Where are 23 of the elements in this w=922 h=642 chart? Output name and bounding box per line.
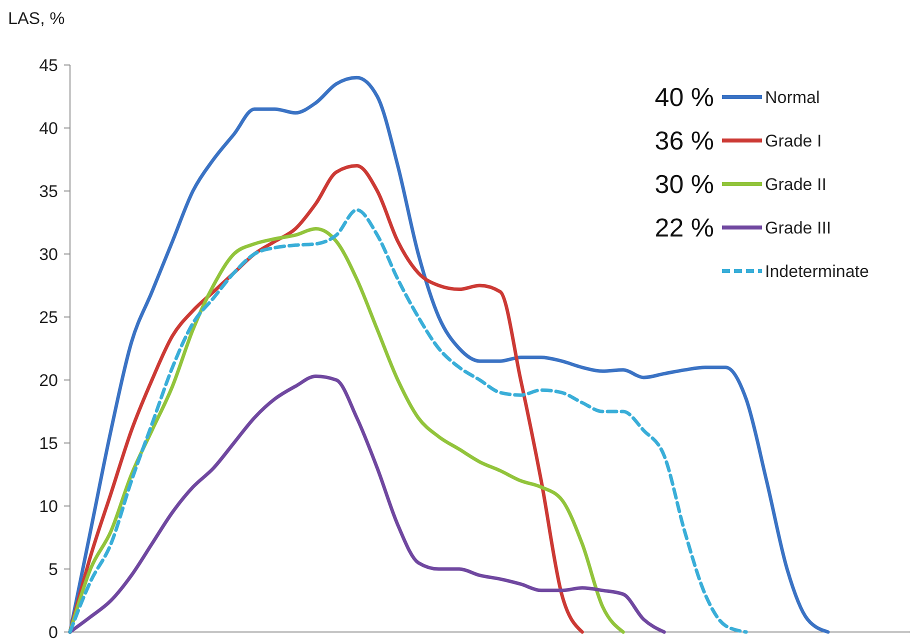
line-series [68, 374, 666, 634]
y-tick-label: 0 [48, 622, 58, 642]
line-series [68, 227, 625, 634]
y-tick-label: 40 [39, 118, 58, 138]
annotation: 40 % [654, 82, 714, 112]
legend-label: Grade II [765, 174, 826, 194]
y-tick-label: 35 [39, 182, 58, 201]
line-series [68, 208, 748, 634]
annotation: 30 % [654, 169, 714, 200]
legend-label: Indeterminate [765, 262, 869, 281]
y-tick-label: 10 [39, 496, 58, 516]
y-tick-label: 45 [39, 56, 58, 75]
legend-label: Grade I [765, 131, 822, 150]
legend-label: Normal [765, 88, 820, 107]
y-tick-label: 15 [39, 434, 58, 453]
annotation: 22 % [654, 212, 714, 243]
y-tick-label: 25 [39, 308, 58, 327]
y-tick-label: 20 [39, 370, 58, 390]
y-axis-title: LAS, % [8, 9, 65, 28]
legend-label: Grade III [765, 218, 832, 238]
annotation: 36 % [654, 126, 714, 156]
y-tick-label: 30 [39, 244, 58, 264]
y-tick-label: 5 [48, 560, 58, 579]
